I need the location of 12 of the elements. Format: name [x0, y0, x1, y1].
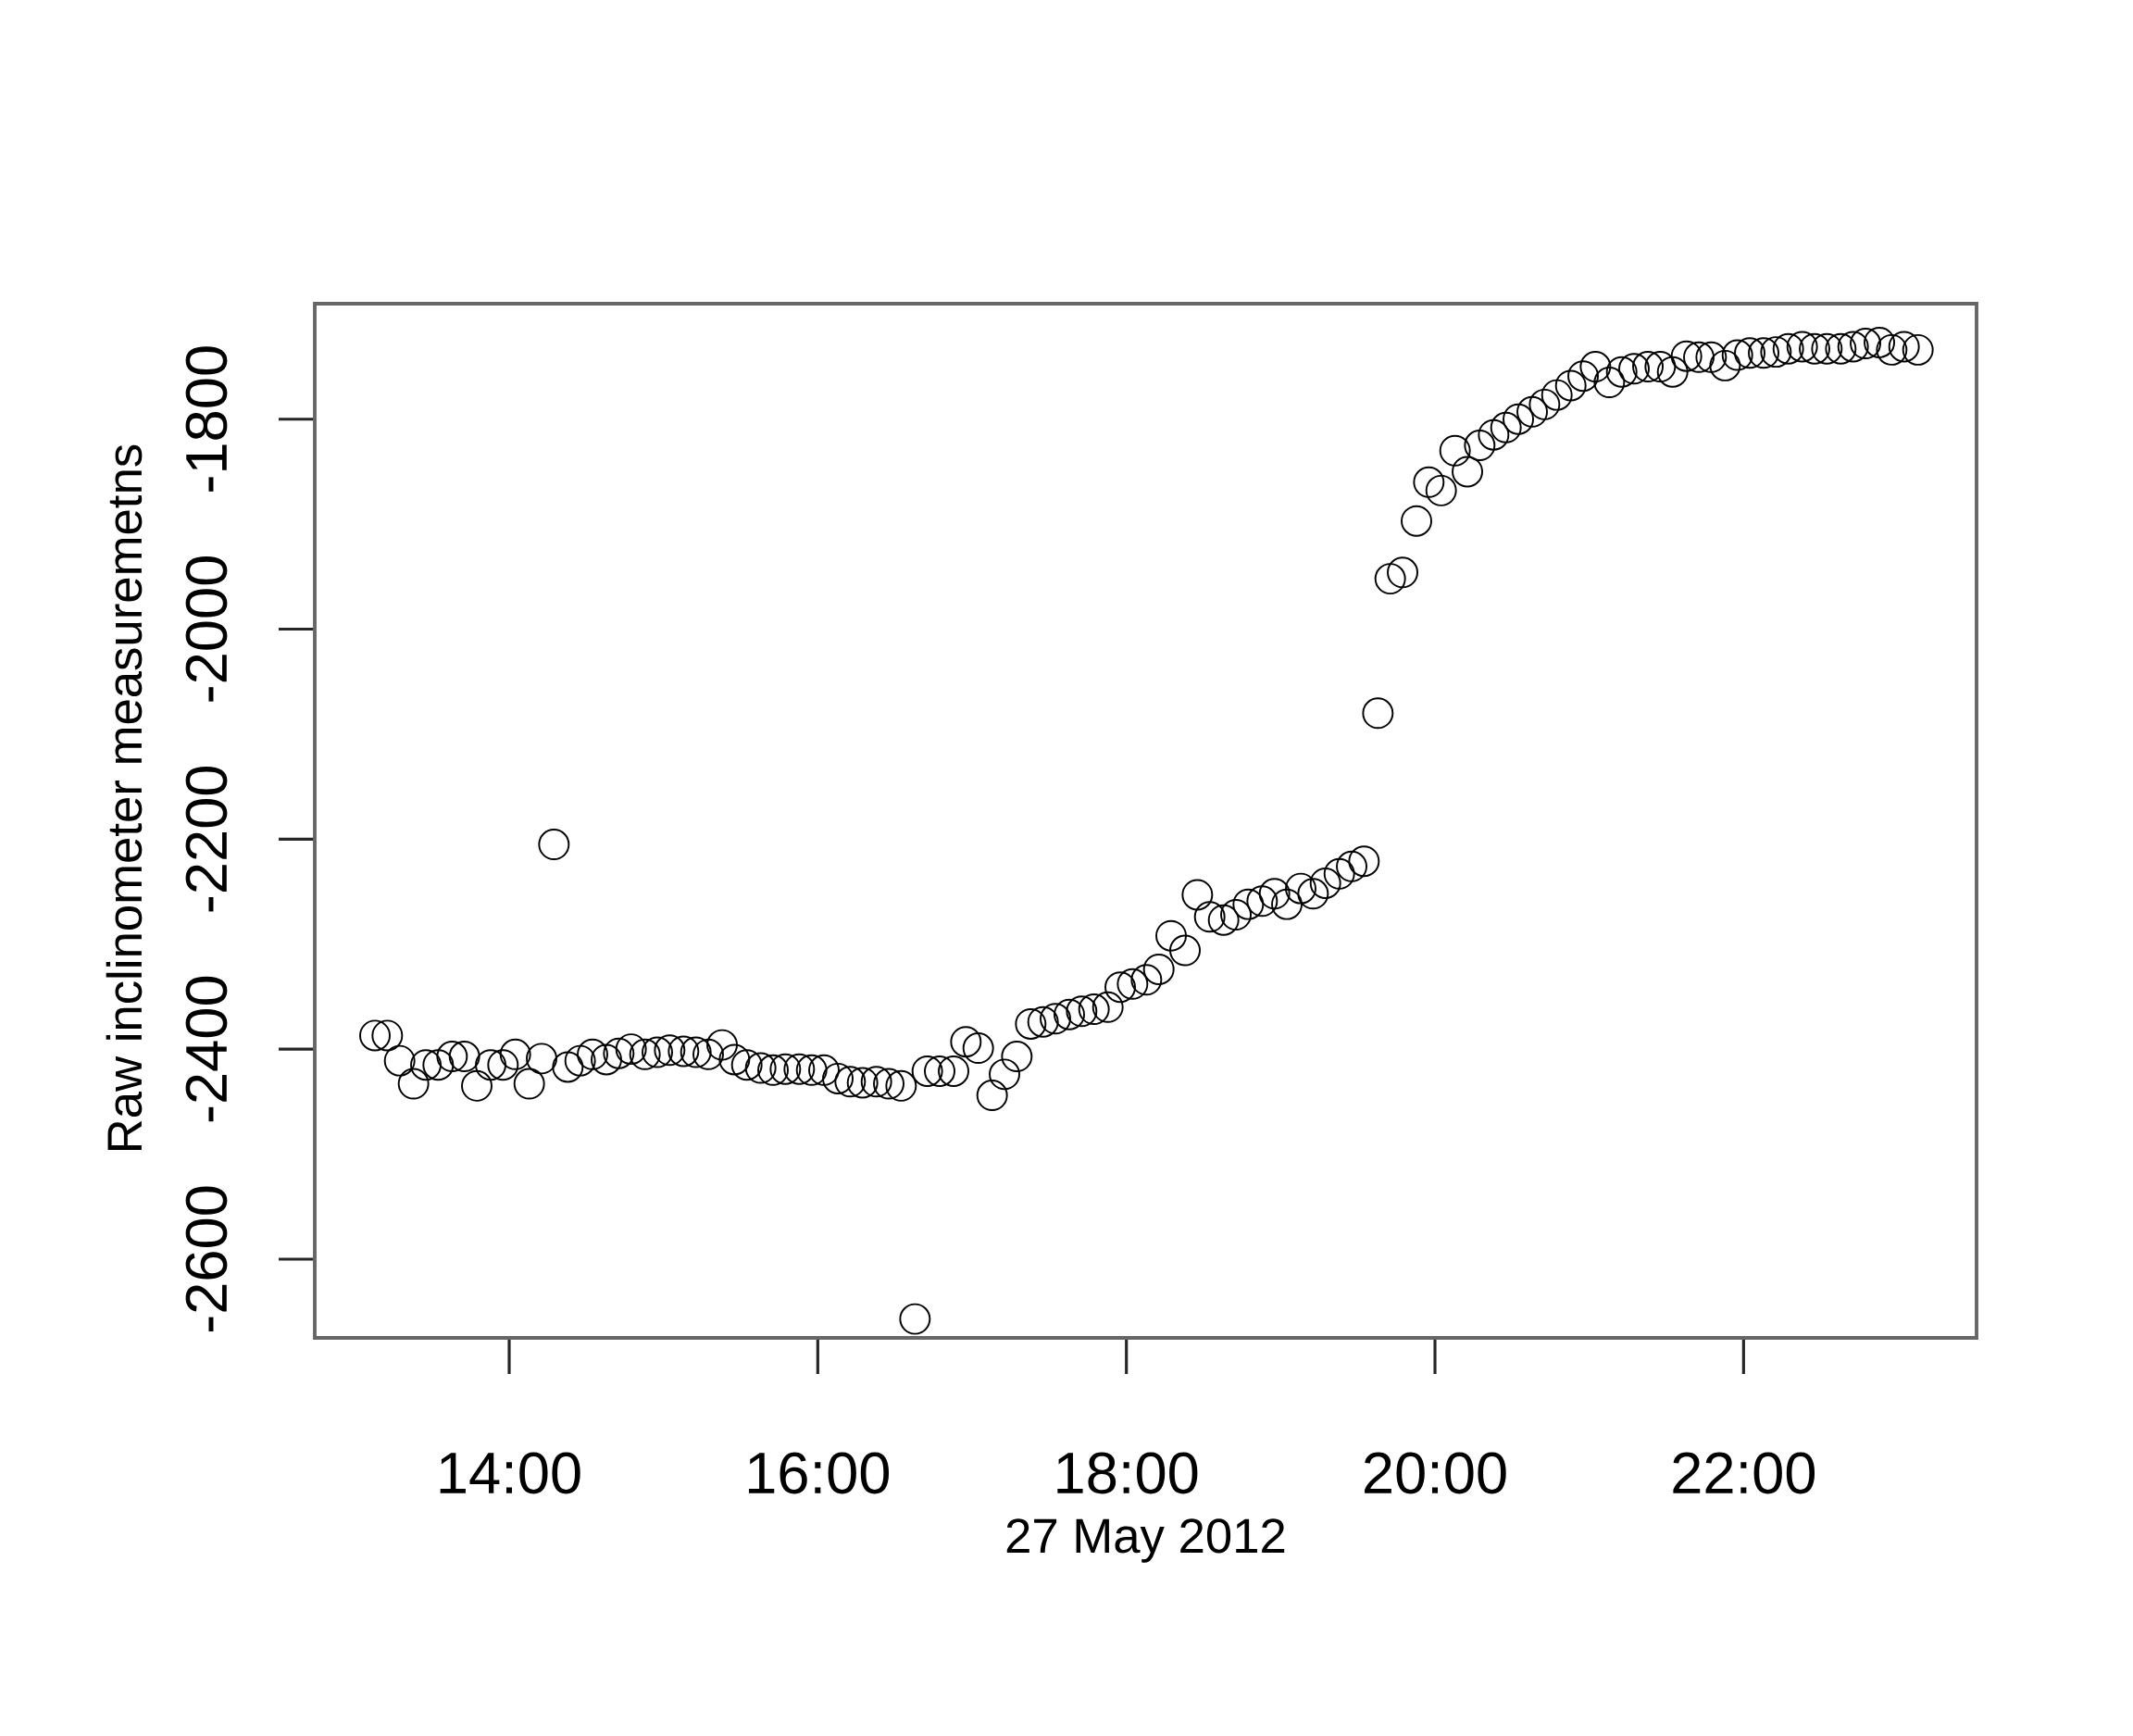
x-tick-label: 16:00	[748, 1452, 890, 1494]
x-tick-label: 18:00	[1057, 1452, 1198, 1494]
y-tick-label: -2000	[185, 556, 228, 702]
y-tick-label: -2400	[185, 976, 228, 1122]
x-axis-title: 27 May 2012	[1006, 1518, 1285, 1563]
y-axis-title: Raw inclinometer measuremetns	[106, 444, 143, 1151]
y-tick-label: -2600	[185, 1186, 228, 1332]
x-tick-label: 14:00	[440, 1452, 580, 1494]
y-tick-label: -1800	[185, 346, 228, 492]
x-tick-label: 22:00	[1673, 1452, 1815, 1494]
x-tick-label: 20:00	[1365, 1452, 1506, 1494]
y-tick-label: -2200	[185, 766, 228, 912]
